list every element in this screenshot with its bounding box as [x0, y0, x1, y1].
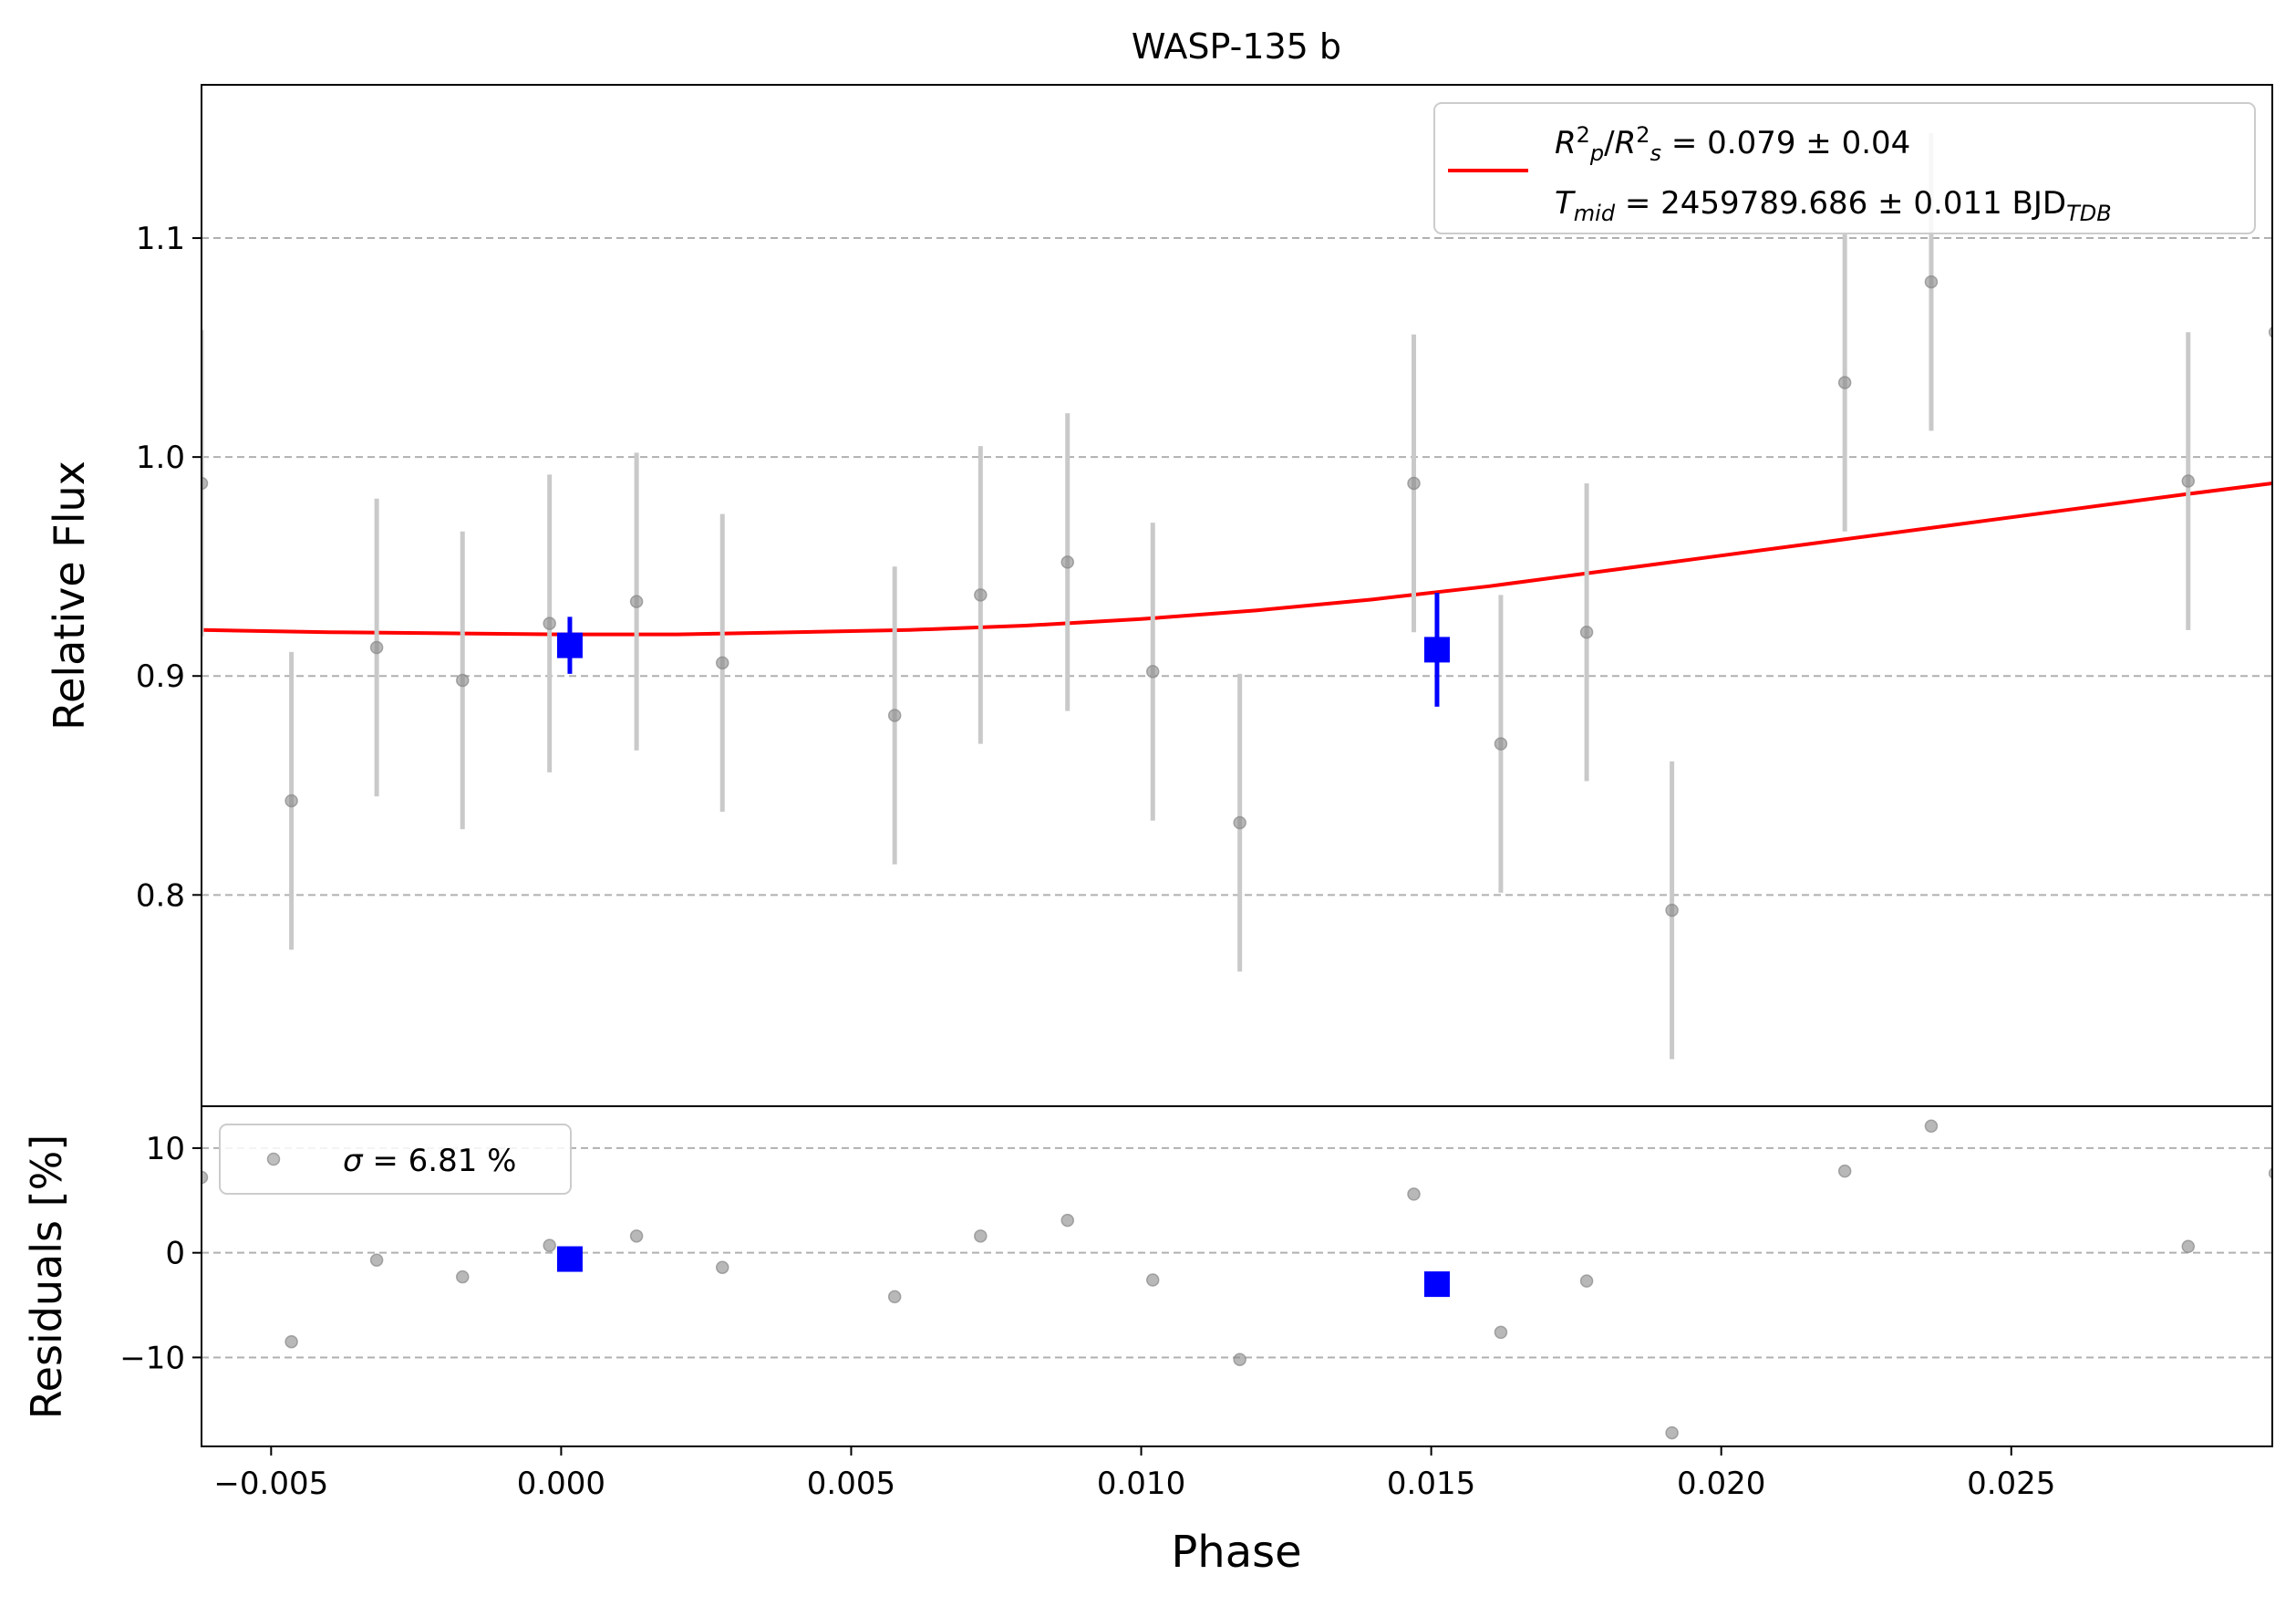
residuals-raw-point — [1665, 1425, 1679, 1440]
flux-model-line — [202, 482, 2272, 637]
residuals-raw-point — [456, 1269, 470, 1284]
residuals-raw-point — [629, 1229, 644, 1243]
residuals-raw-point — [1837, 1164, 1852, 1178]
flux-raw-point — [887, 709, 902, 722]
flux-legend: R2p/R2s = 0.079 ± 0.04 Tmid = 2459789.68… — [1433, 102, 2256, 234]
residuals-raw-point — [715, 1260, 729, 1274]
residuals-raw-point — [1579, 1274, 1594, 1288]
residuals-panel: −10 0 10 −0.005 0.000 0.005 0.010 0.015 0.020 0.… — [22, 1105, 2273, 1578]
flux-y-ticks: 0.8 0.9 1.0 1.1 — [136, 221, 202, 914]
residuals-raw-point — [2181, 1239, 2196, 1254]
flux-raw-point — [1924, 275, 1939, 289]
residuals-legend-marker — [266, 1152, 281, 1166]
flux-raw-point — [543, 616, 556, 630]
flux-legend-box — [1433, 102, 2256, 234]
x-tick-label: 0.020 — [1677, 1466, 1765, 1502]
flux-raw-point — [1494, 737, 1508, 751]
flux-panel: 0.8 0.9 1.0 1.1 Relative Flux R2p/R2s = 0.0… — [45, 84, 2273, 1107]
residuals-raw-point — [887, 1290, 902, 1304]
flux-raw-point — [974, 588, 988, 602]
flux-y-tick-label: 1.0 — [136, 440, 185, 476]
flux-binned-point — [556, 632, 583, 658]
flux-binned-points — [556, 592, 1450, 707]
residuals-raw-point — [543, 1238, 556, 1252]
flux-raw-point — [369, 640, 384, 655]
flux-raw-points — [202, 132, 2272, 1060]
flux-raw-point — [715, 656, 729, 670]
residuals-raw-point — [974, 1229, 988, 1243]
residuals-raw-point — [2268, 1166, 2272, 1179]
residuals-y-tick-label: 0 — [165, 1236, 185, 1272]
flux-raw-point — [1233, 815, 1246, 830]
x-axis-label: Phase — [1171, 1527, 1301, 1578]
residuals-raw-point — [1494, 1325, 1508, 1340]
x-tick-label: 0.010 — [1097, 1466, 1185, 1502]
x-tick-label: 0.000 — [517, 1466, 605, 1502]
residuals-y-tick-label: 10 — [146, 1131, 185, 1167]
residuals-raw-points — [202, 1119, 2272, 1440]
residuals-y-tick-label: −10 — [119, 1340, 185, 1376]
residuals-binned-points — [556, 1246, 1450, 1298]
x-tick-label: −0.005 — [213, 1466, 328, 1502]
residuals-raw-point — [369, 1253, 384, 1267]
residuals-binned-point — [556, 1246, 583, 1272]
flux-raw-point — [1665, 903, 1679, 917]
residuals-raw-point — [1060, 1213, 1074, 1228]
residuals-binned-point — [1423, 1271, 1450, 1298]
residuals-x-ticks: −0.005 0.000 0.005 0.010 0.015 0.020 0.025 — [213, 1446, 2055, 1502]
flux-raw-point — [202, 476, 209, 491]
flux-y-axis-label: Relative Flux — [45, 461, 94, 730]
residuals-raw-point — [1407, 1187, 1421, 1201]
flux-raw-point — [1579, 625, 1594, 639]
flux-raw-point — [1837, 376, 1852, 389]
flux-y-tick-label: 0.8 — [136, 877, 185, 914]
x-tick-label: 0.005 — [807, 1466, 895, 1502]
residuals-raw-point — [284, 1334, 298, 1349]
flux-binned-point — [1423, 637, 1450, 663]
x-tick-label: 0.015 — [1387, 1466, 1475, 1502]
residuals-y-ticks: −10 0 10 — [119, 1131, 202, 1376]
flux-raw-point — [2268, 326, 2272, 338]
residuals-legend-label: σ = 6.81 % — [343, 1143, 516, 1179]
flux-grid — [202, 237, 2272, 896]
flux-raw-point — [1146, 665, 1160, 679]
residuals-raw-point — [1146, 1273, 1160, 1287]
flux-legend-line-2: Tmid = 2459789.686 ± 0.011 BJDTDB — [1555, 185, 2112, 226]
flux-y-tick-label: 0.9 — [136, 658, 185, 695]
x-tick-label: 0.025 — [1967, 1466, 2055, 1502]
residuals-legend-box — [219, 1124, 572, 1195]
flux-raw-point — [1060, 555, 1074, 569]
residuals-raw-point — [1924, 1119, 1939, 1134]
flux-raw-point — [456, 673, 470, 688]
flux-y-tick-label: 1.1 — [136, 221, 185, 257]
residuals-y-axis-label: Residuals [%] — [22, 1135, 71, 1419]
residuals-plot-frame — [201, 1105, 2273, 1447]
flux-raw-point — [629, 595, 644, 608]
flux-model-curve — [202, 482, 2272, 637]
flux-raw-point — [2181, 474, 2196, 488]
residuals-raw-point — [202, 1170, 209, 1185]
chart-title: WASP-135 b — [1132, 26, 1341, 67]
flux-legend-line-1: R2p/R2s = 0.079 ± 0.04 — [1555, 122, 1910, 166]
flux-raw-point — [1407, 476, 1421, 491]
residuals-legend: σ = 6.81 % — [219, 1124, 572, 1195]
flux-raw-point — [284, 793, 298, 808]
residuals-raw-point — [1233, 1352, 1246, 1366]
